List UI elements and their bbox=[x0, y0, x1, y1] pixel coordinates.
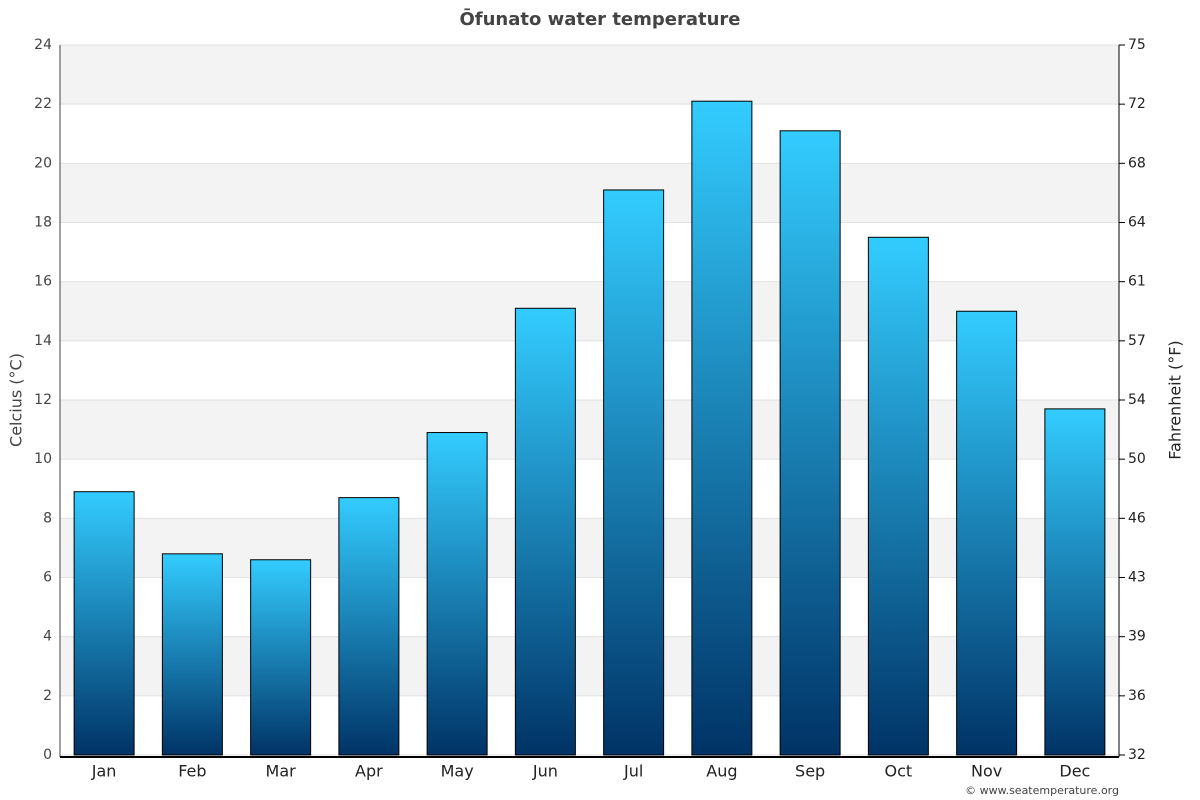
y2-tick-label: 68 bbox=[1128, 155, 1146, 171]
x-tick-label: Feb bbox=[178, 762, 206, 781]
y2-axis-label: Fahrenheit (°F) bbox=[1166, 340, 1185, 459]
y2-tick-label: 50 bbox=[1128, 451, 1146, 467]
y2-tick-label: 75 bbox=[1128, 37, 1146, 53]
x-tick-label: Apr bbox=[355, 762, 383, 781]
y-tick-label: 20 bbox=[34, 155, 52, 171]
bar bbox=[250, 559, 312, 756]
grid-band bbox=[60, 518, 1119, 578]
bar bbox=[338, 497, 400, 756]
grid-band bbox=[60, 281, 1119, 341]
y2-tick-label: 72 bbox=[1128, 96, 1146, 112]
y-tick-label: 18 bbox=[34, 215, 52, 231]
y2-tick-label: 46 bbox=[1128, 510, 1146, 526]
y-tick-label: 0 bbox=[43, 747, 52, 763]
y-tick-label: 8 bbox=[43, 510, 52, 526]
y-tick-label: 4 bbox=[43, 629, 52, 645]
bar bbox=[1044, 408, 1106, 756]
x-tick-label: Dec bbox=[1059, 762, 1090, 781]
y-tick-label: 24 bbox=[34, 37, 52, 53]
chart-title: Ōfunato water temperature bbox=[459, 8, 740, 30]
x-tick-label: Jan bbox=[91, 762, 117, 781]
grid-band bbox=[60, 45, 1119, 105]
bar bbox=[867, 236, 929, 756]
bar bbox=[956, 310, 1018, 756]
y-tick-label: 14 bbox=[34, 333, 52, 349]
bar bbox=[603, 189, 665, 756]
y2-tick-label: 32 bbox=[1128, 747, 1146, 763]
y-tick-label: 16 bbox=[34, 274, 52, 290]
grid-band bbox=[60, 163, 1119, 223]
source-credit: © www.seatemperature.org bbox=[965, 784, 1119, 797]
y-tick-label: 6 bbox=[43, 570, 52, 586]
y-tick-label: 12 bbox=[34, 392, 52, 408]
x-tick-label: Aug bbox=[706, 762, 737, 781]
x-tick-label: Sep bbox=[795, 762, 825, 781]
y2-tick-label: 64 bbox=[1128, 215, 1146, 231]
bar bbox=[73, 491, 135, 756]
y2-tick-label: 54 bbox=[1128, 392, 1146, 408]
grid-band bbox=[60, 636, 1119, 696]
bar bbox=[161, 553, 223, 756]
y-tick-label: 2 bbox=[43, 688, 52, 704]
y2-tick-label: 61 bbox=[1128, 274, 1146, 290]
bar bbox=[514, 307, 576, 756]
x-tick-label: Nov bbox=[971, 762, 1002, 781]
y-axis-label: Celcius (°C) bbox=[7, 353, 26, 447]
y2-tick-label: 39 bbox=[1128, 629, 1146, 645]
x-tick-label: Mar bbox=[266, 762, 297, 781]
x-tick-label: May bbox=[441, 762, 474, 781]
x-tick-label: Jul bbox=[623, 762, 643, 781]
y2-tick-label: 43 bbox=[1128, 570, 1146, 586]
bar bbox=[691, 100, 753, 756]
x-tick-label: Jun bbox=[532, 762, 558, 781]
y-tick-label: 22 bbox=[34, 96, 52, 112]
y-tick-label: 10 bbox=[34, 451, 52, 467]
bar bbox=[426, 432, 488, 756]
x-tick-label: Oct bbox=[885, 762, 913, 781]
y2-tick-label: 36 bbox=[1128, 688, 1146, 704]
y2-tick-label: 57 bbox=[1128, 333, 1146, 349]
grid-band bbox=[60, 400, 1119, 460]
bar bbox=[779, 130, 841, 756]
